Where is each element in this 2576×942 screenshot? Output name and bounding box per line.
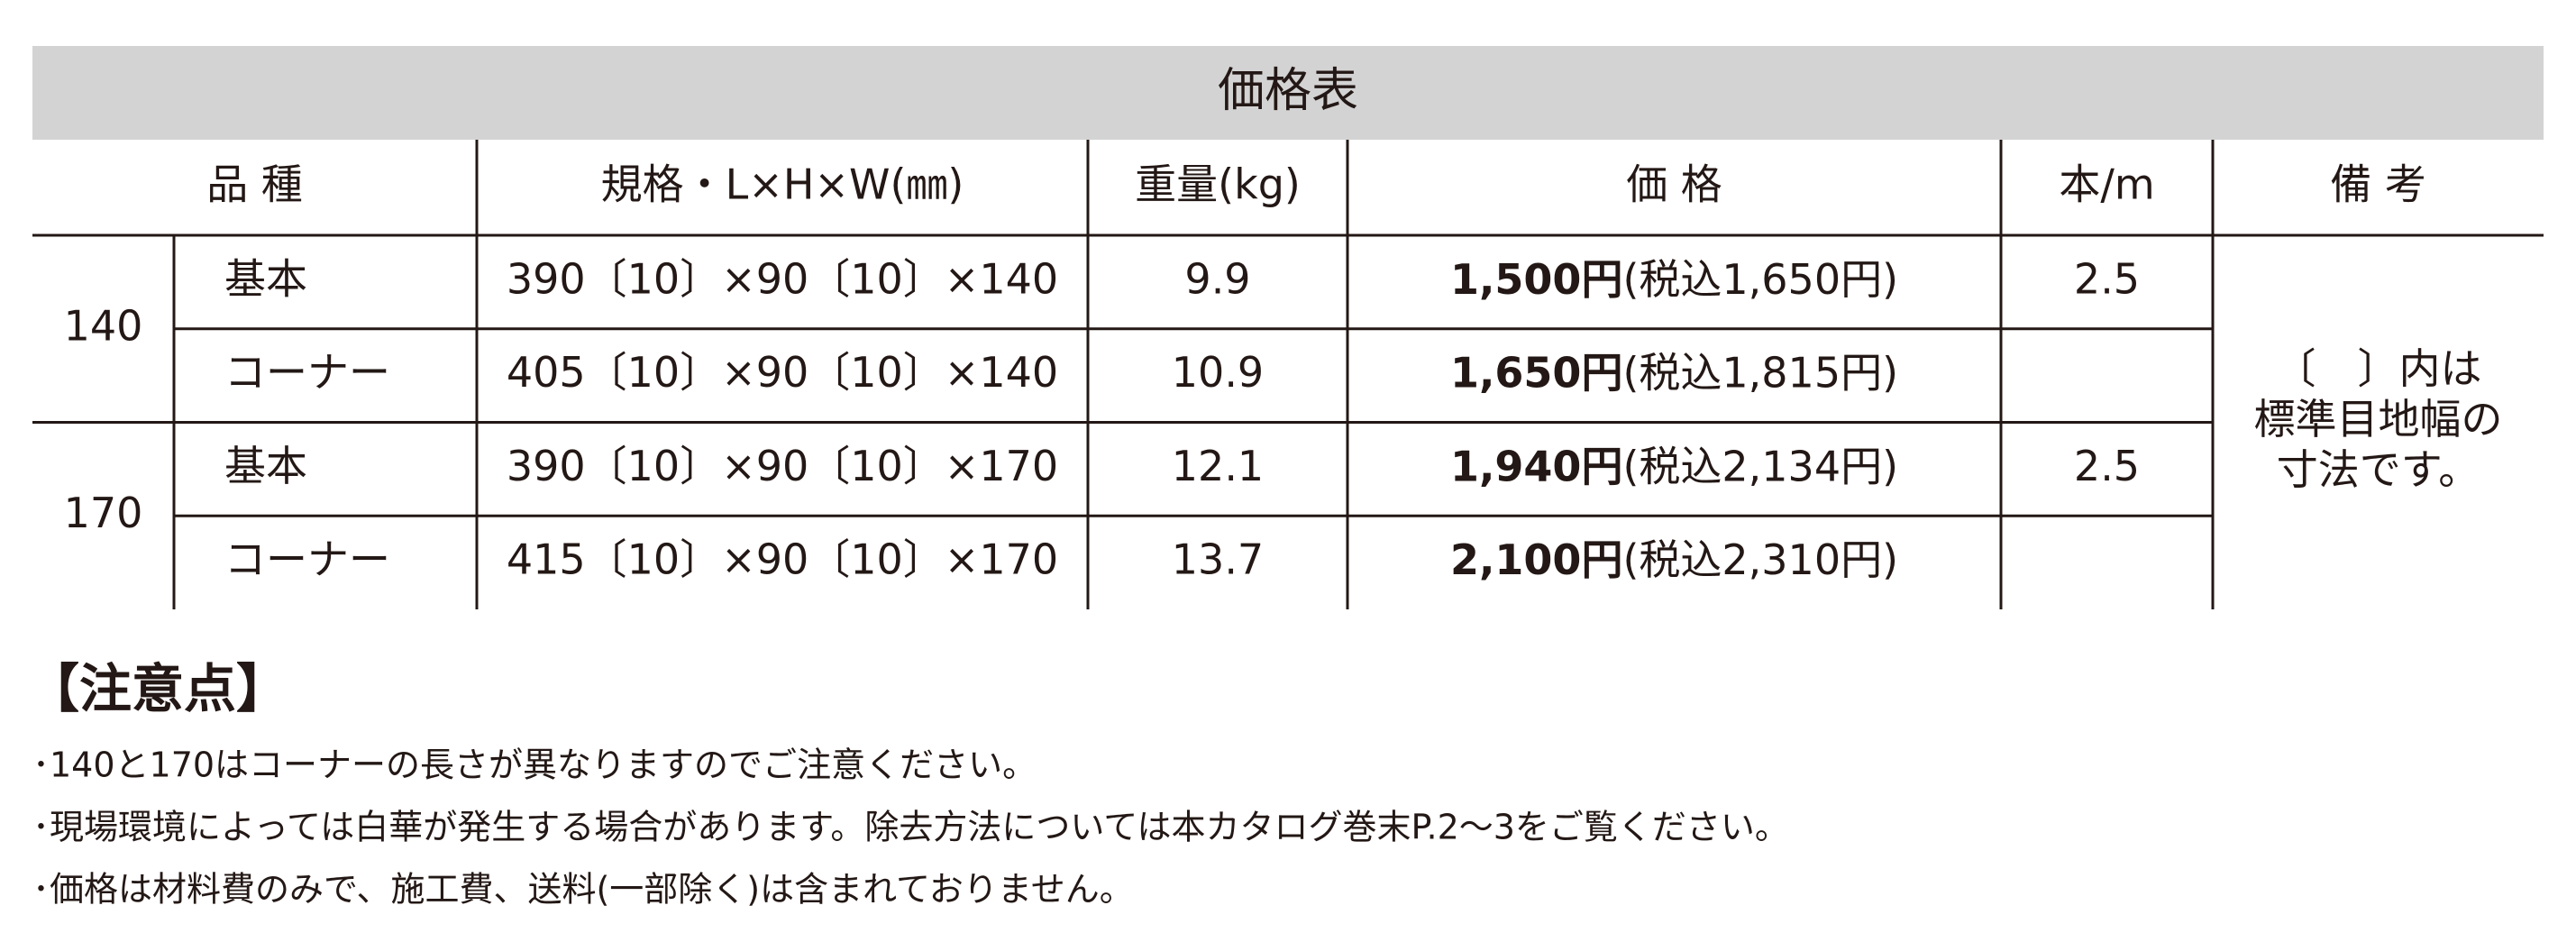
column-header: 規格・L×H×W(㎜) bbox=[601, 160, 964, 209]
price-tax: (税込1,650円) bbox=[1622, 254, 1898, 303]
price: 1,940円 bbox=[1450, 442, 1623, 490]
weight: 12.1 bbox=[1172, 442, 1264, 490]
price: 1,500円 bbox=[1450, 254, 1623, 303]
spec: 390〔10〕×90〔10〕×140 bbox=[507, 254, 1058, 303]
column-header: 価 格 bbox=[1626, 160, 1722, 209]
table-title: 価格表 bbox=[1218, 64, 1358, 118]
kind: コーナー bbox=[224, 535, 390, 584]
price-tax: (税込2,310円) bbox=[1622, 535, 1898, 584]
column-header: 重量(kg) bbox=[1135, 160, 1301, 209]
spec: 390〔10〕×90〔10〕×170 bbox=[507, 442, 1058, 490]
price-cell: 1,500円(税込1,650円) bbox=[1450, 254, 1898, 303]
per-m: 2.5 bbox=[2074, 254, 2140, 303]
column-header: 品 種 bbox=[206, 160, 303, 209]
note: ･現場環境によっては白華が発生する場合があります。除去方法については本カタログ巻… bbox=[32, 808, 1789, 847]
price-cell: 1,650円(税込1,815円) bbox=[1450, 348, 1898, 397]
column-header: 本/m bbox=[2059, 160, 2154, 209]
weight: 9.9 bbox=[1184, 254, 1250, 303]
note: ･価格は材料費のみで、施工費、送料(一部除く)は含まれておりません。 bbox=[32, 870, 1134, 910]
kind: 基本 bbox=[224, 254, 307, 303]
remark: 〔 〕内は bbox=[2275, 344, 2482, 393]
title-bar bbox=[32, 46, 2544, 140]
per-m: 2.5 bbox=[2074, 442, 2140, 490]
note: ･140と170はコーナーの長さが異なりますのでご注意ください。 bbox=[32, 745, 1037, 785]
spec: 415〔10〕×90〔10〕×170 bbox=[507, 535, 1058, 584]
notes-heading: 【注意点】 bbox=[27, 658, 288, 719]
remark: 寸法です。 bbox=[2277, 445, 2480, 494]
remark: 標準目地幅の bbox=[2254, 395, 2503, 444]
price: 2,100円 bbox=[1450, 535, 1623, 584]
price: 1,650円 bbox=[1450, 348, 1623, 397]
price-cell: 2,100円(税込2,310円) bbox=[1450, 535, 1898, 584]
column-header: 備 考 bbox=[2330, 160, 2426, 209]
price-tax: (税込2,134円) bbox=[1622, 442, 1898, 490]
spec: 405〔10〕×90〔10〕×140 bbox=[507, 348, 1058, 397]
group-label: 170 bbox=[64, 489, 143, 537]
price-cell: 1,940円(税込2,134円) bbox=[1450, 442, 1898, 490]
kind: 基本 bbox=[224, 442, 307, 490]
price-tax: (税込1,815円) bbox=[1622, 348, 1898, 397]
group-label: 140 bbox=[64, 301, 143, 350]
weight: 10.9 bbox=[1172, 348, 1264, 397]
weight: 13.7 bbox=[1172, 535, 1264, 584]
kind: コーナー bbox=[224, 348, 390, 397]
